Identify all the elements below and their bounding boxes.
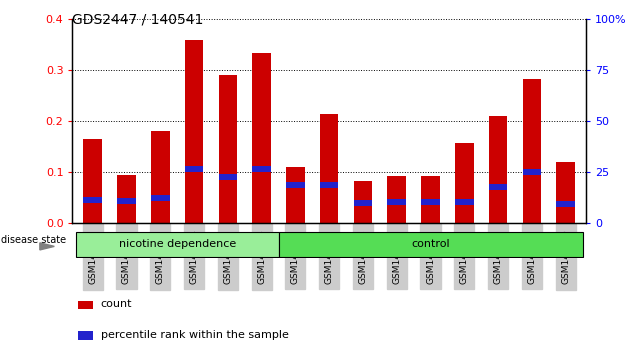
Polygon shape — [40, 243, 54, 250]
Text: GDS2447 / 140541: GDS2447 / 140541 — [72, 12, 204, 27]
Bar — [253, 52, 271, 223]
Bar — [286, 167, 305, 223]
Bar — [83, 197, 102, 203]
Bar — [151, 131, 169, 223]
Bar — [151, 195, 169, 201]
Bar — [185, 40, 203, 223]
Bar — [320, 114, 338, 223]
Bar — [556, 162, 575, 223]
Bar — [185, 166, 203, 172]
Bar — [421, 199, 440, 205]
Bar — [522, 79, 541, 223]
Text: nicotine dependence: nicotine dependence — [118, 239, 236, 249]
Text: disease state: disease state — [1, 235, 67, 245]
Bar — [77, 301, 93, 309]
Bar — [421, 176, 440, 223]
Bar — [117, 198, 136, 204]
Bar — [522, 169, 541, 175]
Bar — [353, 181, 372, 223]
Bar — [320, 182, 338, 188]
Bar — [455, 199, 474, 205]
Bar — [455, 143, 474, 223]
Bar — [489, 184, 507, 190]
Bar — [489, 116, 507, 223]
Text: percentile rank within the sample: percentile rank within the sample — [101, 330, 289, 340]
Bar — [219, 75, 237, 223]
Bar — [77, 331, 93, 340]
Bar — [387, 176, 406, 223]
Bar — [253, 166, 271, 172]
Bar — [353, 200, 372, 206]
Bar — [556, 201, 575, 207]
Bar — [387, 199, 406, 205]
Bar — [83, 139, 102, 223]
Text: count: count — [101, 299, 132, 309]
Bar — [219, 174, 237, 180]
Bar — [76, 232, 278, 257]
Text: control: control — [411, 239, 450, 249]
Bar — [286, 182, 305, 188]
Bar — [278, 232, 583, 257]
Bar — [117, 175, 136, 223]
